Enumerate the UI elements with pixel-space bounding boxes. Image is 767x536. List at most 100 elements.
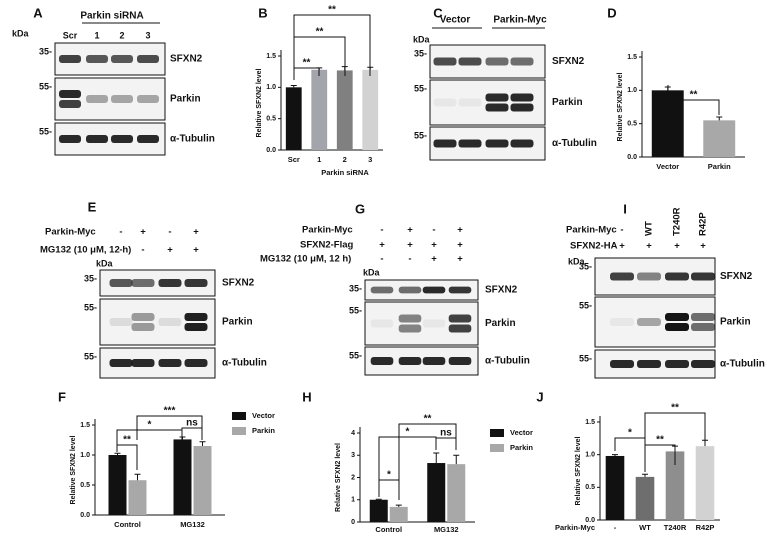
condition-sign: - <box>432 225 435 236</box>
blot-band <box>184 359 208 367</box>
blot-band <box>610 318 634 326</box>
blot-band <box>59 135 81 143</box>
lane-label: 3 <box>145 30 150 40</box>
condition-sign: + <box>700 241 706 252</box>
blot-band <box>111 135 133 143</box>
significance-label: ** <box>690 90 698 101</box>
blot-band <box>184 279 208 287</box>
x-tick-label: T240R <box>664 523 687 532</box>
bar <box>362 69 379 150</box>
y-tick-label: 0.5 <box>80 482 90 489</box>
error-bar <box>433 452 440 464</box>
error-bar <box>716 116 723 121</box>
condition-sign: + <box>379 240 385 251</box>
blot-band <box>691 323 715 331</box>
blot-band <box>637 360 661 368</box>
error-bar <box>134 473 141 481</box>
x-tick-label: - <box>614 523 617 532</box>
blot-band <box>158 279 182 287</box>
significance-bracket <box>136 415 203 440</box>
y-tick-label: 1.0 <box>80 452 90 459</box>
blot-band <box>448 324 472 333</box>
condition-label: MG132 (10 μM, 12 h) <box>40 245 131 256</box>
y-tick-label: 2 <box>351 474 355 481</box>
blot-band <box>422 357 446 365</box>
kda-marker: 35- <box>349 283 362 293</box>
x-axis-label: Parkin-Myc <box>555 523 595 532</box>
blot-band <box>665 313 689 321</box>
x-tick-label: WT <box>639 523 651 532</box>
blot-band <box>485 57 509 66</box>
protein-label: SFXN2 <box>485 285 518 296</box>
y-tick-label: 0.0 <box>266 147 276 154</box>
panel-letter: J <box>536 389 543 404</box>
blot-strip <box>429 79 546 126</box>
blot-band <box>398 314 422 323</box>
condition-sign: + <box>619 241 625 252</box>
condition-sign: - <box>119 245 122 256</box>
condition-label: SFXN2-HA <box>570 241 618 252</box>
blot-band <box>59 90 81 98</box>
x-tick-label: 1 <box>317 155 321 164</box>
bar <box>605 455 625 520</box>
kda-label: kDa <box>12 28 30 38</box>
condition-label: MG132 (10 μM, 12 h) <box>260 254 351 265</box>
blot-band <box>111 95 133 103</box>
condition-sign: + <box>407 240 413 251</box>
y-tick-label: 0.0 <box>627 154 637 161</box>
kda-marker: 55- <box>84 351 97 361</box>
significance-label: * <box>387 470 391 481</box>
blot-band <box>184 323 208 331</box>
condition-sign: - <box>168 227 171 238</box>
y-axis-label: Relative SFXN2 level <box>256 69 263 138</box>
x-tick-label: Control <box>114 520 141 529</box>
blot-band <box>398 286 422 294</box>
kda-label: kDa <box>96 258 114 268</box>
x-tick-label: Control <box>375 525 402 534</box>
y-tick-label: 1.5 <box>80 422 90 429</box>
y-axis-label: Relative SFXN2 level <box>575 437 582 506</box>
blot-strip <box>364 301 479 346</box>
kda-marker: 55- <box>579 300 592 310</box>
significance-bracket <box>644 412 706 466</box>
y-tick-label: 3 <box>351 452 355 459</box>
significance-label: * <box>406 427 410 438</box>
condition-label: Parkin-Myc <box>566 225 617 236</box>
y-tick-label: 4 <box>351 430 355 437</box>
bar <box>665 451 685 520</box>
significance-label: ns <box>440 428 452 439</box>
protein-label: Parkin <box>222 317 253 328</box>
significance-label: ** <box>424 414 432 425</box>
kda-marker: 55- <box>349 350 362 360</box>
significance-label: ** <box>671 403 679 414</box>
blot-band <box>691 272 715 281</box>
significance-bracket <box>181 427 203 440</box>
y-tick-label: 1.5 <box>585 419 595 426</box>
blot-band <box>691 313 715 321</box>
blot-band <box>86 95 108 103</box>
error-bar <box>453 454 460 465</box>
group-label: Vector <box>440 15 471 26</box>
kda-marker: 55- <box>414 130 427 140</box>
condition-sign: - <box>141 245 144 256</box>
blot-band <box>398 324 422 333</box>
bar <box>369 499 388 522</box>
blot-band <box>370 286 394 294</box>
blot-band <box>637 272 661 281</box>
protein-label: α-Tubulin <box>170 134 215 145</box>
blot-band <box>691 360 715 368</box>
blot-band <box>448 357 472 365</box>
panel-letter: I <box>623 201 627 216</box>
blot-band <box>137 95 159 103</box>
y-axis-label: Relative SFXN2 level <box>70 436 77 505</box>
blot-band <box>433 57 457 66</box>
significance-bracket <box>293 14 371 80</box>
bar <box>311 69 328 150</box>
significance-label: ** <box>303 58 311 69</box>
condition-sign: + <box>193 227 199 238</box>
protein-label: SFXN2 <box>720 271 753 282</box>
kda-marker: 35- <box>579 261 592 271</box>
blot-band <box>610 360 634 368</box>
condition-sign: + <box>674 241 680 252</box>
